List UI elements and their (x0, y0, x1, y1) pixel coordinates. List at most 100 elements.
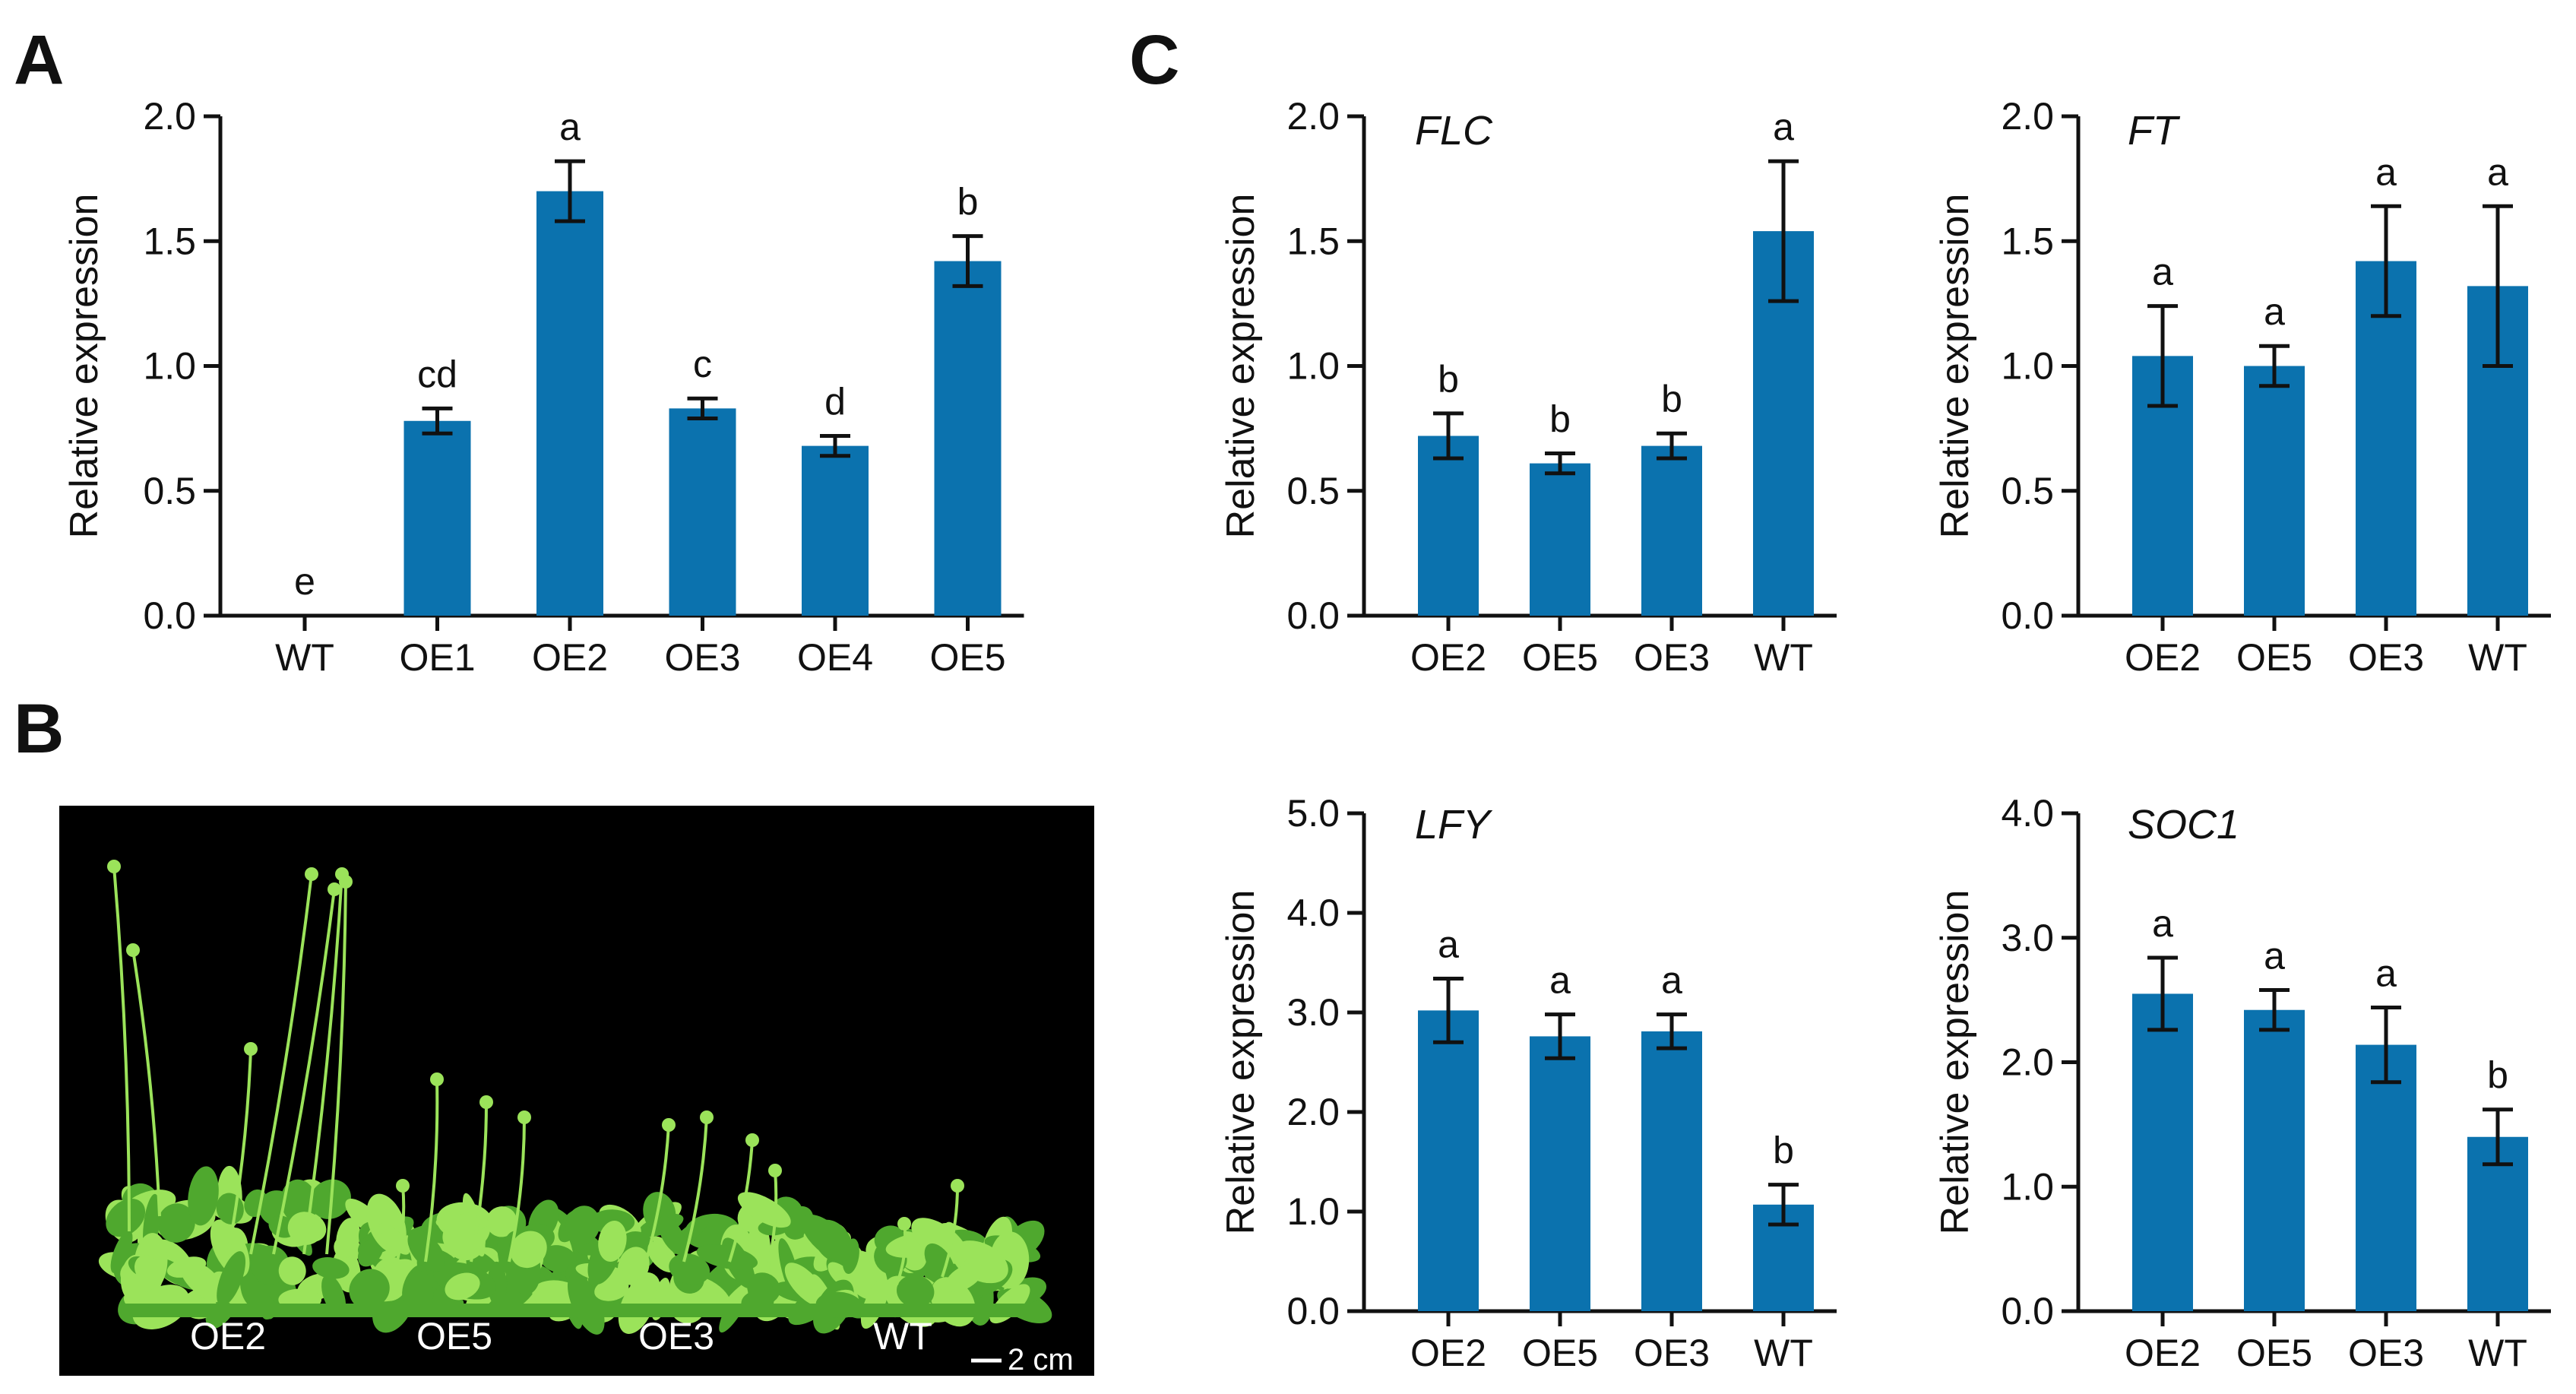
leaf (594, 1278, 629, 1301)
chart-title: FLC (1415, 108, 1493, 154)
leaf (217, 1251, 246, 1307)
leaf (287, 1212, 323, 1245)
leaf (188, 1166, 219, 1226)
flower-stem (249, 873, 313, 1255)
panel-label-c: C (1129, 21, 1179, 99)
leaf (748, 1222, 771, 1285)
bar (1418, 436, 1479, 616)
leaf (658, 1215, 687, 1256)
flower-head (517, 1110, 531, 1124)
plant-photo: OE2 OE5 OE3 WT 2 cm (59, 806, 1094, 1377)
y-tick-label: 0.0 (143, 594, 196, 637)
leaf (924, 1243, 955, 1282)
chart-ft: 0.0 0.5 1.0 1.5 2.0 Relative expression FT OE2 a… (1933, 95, 2551, 679)
bar (2244, 1009, 2305, 1311)
leaf (801, 1214, 852, 1262)
significance-letter: b (2487, 1054, 2508, 1097)
chart-panel-a: 0.0 0.5 1.0 1.5 2.0 Relative expression WT e OE1… (62, 95, 1024, 679)
chart-soc1: 0.0 1.0 2.0 3.0 4.0 Relative expression SOC1 OE… (1933, 792, 2551, 1374)
flower-head (396, 1179, 410, 1193)
y-tick-label: 2.0 (2001, 95, 2054, 138)
x-tick-label: WT (1754, 636, 1813, 679)
bar (1530, 1036, 1590, 1311)
photo-label-oe3: OE3 (638, 1315, 714, 1358)
y-tick-label: 1.0 (2001, 345, 2054, 388)
photo-label-wt: WT (873, 1315, 932, 1358)
significance-letter: a (2152, 251, 2173, 293)
leaf (669, 1253, 710, 1285)
y-tick-label: 0.5 (1286, 470, 1340, 512)
significance-letter: a (2152, 902, 2173, 945)
leaf (312, 1257, 350, 1279)
y-tick-label: 1.0 (1286, 345, 1340, 388)
x-tick-label: OE3 (2348, 636, 2424, 679)
y-tick-label: 2.0 (1286, 1091, 1340, 1133)
leaf (945, 1263, 984, 1292)
chart-flc: 0.0 0.5 1.0 1.5 2.0 Relative expression FLC OE2… (1219, 95, 1837, 679)
y-tick-label: 4.0 (1286, 892, 1340, 934)
flower-stem (272, 889, 336, 1255)
y-tick-label: 0.0 (2001, 594, 2054, 637)
chart-title: SOC1 (2128, 802, 2239, 847)
leaf (134, 1255, 162, 1285)
flower-head (430, 1072, 444, 1086)
y-tick-label: 5.0 (1286, 792, 1340, 835)
flower-stem (226, 1048, 252, 1255)
flower-head (107, 860, 121, 873)
significance-letter: b (957, 181, 979, 223)
leaf (106, 1198, 146, 1237)
leaf (157, 1203, 195, 1243)
x-tick-label: WT (275, 636, 334, 679)
leaf (278, 1256, 306, 1285)
x-tick-label: OE3 (2348, 1332, 2424, 1374)
y-tick-label: 3.0 (2001, 917, 2054, 959)
significance-letter: a (559, 106, 581, 148)
y-tick-label: 0.5 (2001, 470, 2054, 512)
bar (2244, 366, 2305, 616)
significance-letter: a (1438, 923, 1459, 965)
flower-head (768, 1164, 782, 1177)
x-tick-label: OE2 (2125, 636, 2201, 679)
flower-stem (508, 1117, 526, 1263)
bar (934, 261, 1002, 616)
significance-letter: a (1661, 959, 1682, 1002)
flower-head (126, 943, 140, 957)
significance-letter: a (1773, 106, 1794, 148)
bar (1641, 445, 1702, 616)
y-axis-title: Relative expression (62, 194, 106, 539)
flower-stem (941, 1185, 959, 1278)
panel-label-b: B (14, 690, 64, 768)
y-tick-label: 2.0 (143, 95, 196, 138)
flower-head (662, 1118, 676, 1132)
y-tick-label: 0.0 (1286, 594, 1340, 637)
leaf (486, 1206, 517, 1237)
y-tick-label: 2.0 (1286, 95, 1340, 138)
chart-title: FT (2128, 108, 2181, 154)
y-tick-label: 1.0 (143, 345, 196, 388)
panel-label-a: A (14, 21, 64, 99)
x-tick-label: OE5 (929, 636, 1005, 679)
flower-stem (302, 873, 343, 1255)
x-tick-label: OE3 (1634, 636, 1710, 679)
flower-stem (112, 866, 131, 1232)
y-axis-title: Relative expression (1933, 890, 1977, 1235)
significance-letter: a (2375, 150, 2397, 193)
leaf (911, 1218, 968, 1264)
x-tick-label: OE1 (399, 636, 475, 679)
y-tick-label: 1.5 (143, 220, 196, 262)
flower-stem (325, 881, 347, 1255)
x-tick-label: OE5 (2236, 636, 2312, 679)
flower-head (328, 882, 341, 896)
significance-letter: a (2487, 150, 2508, 193)
bar (802, 445, 869, 616)
significance-letter: cd (417, 353, 457, 395)
leaf (351, 1269, 390, 1307)
bar (2356, 1044, 2416, 1311)
x-tick-label: OE2 (1410, 1332, 1486, 1374)
leaf (357, 1237, 384, 1267)
y-tick-label: 2.0 (2001, 1041, 2054, 1084)
x-tick-label: OE3 (664, 636, 740, 679)
bar (2356, 261, 2416, 616)
leaf (565, 1205, 600, 1245)
